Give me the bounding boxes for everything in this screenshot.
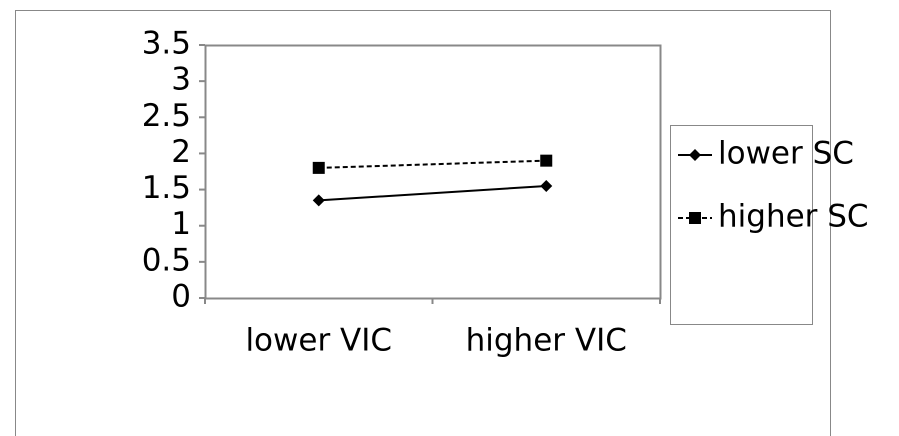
- legend-marker: [689, 212, 701, 224]
- y-tick-label: 0.5: [142, 242, 191, 278]
- marker: [312, 161, 325, 174]
- series-line: [318, 184, 547, 202]
- marker: [312, 194, 325, 207]
- legend-label: lower SC: [718, 136, 854, 172]
- y-tick-label: 3.5: [142, 26, 191, 62]
- y-tick-label: 2: [171, 134, 191, 170]
- y-tick-label: 2.5: [142, 98, 191, 134]
- chart-frame: [15, 10, 831, 436]
- y-tick-label: 1: [171, 206, 191, 242]
- series-line: [318, 159, 547, 169]
- legend-label: higher SC: [718, 199, 869, 235]
- marker: [540, 179, 553, 192]
- legend-marker: [689, 149, 701, 161]
- y-tick-label: 3: [171, 62, 191, 98]
- plot-area: [204, 44, 662, 300]
- x-tick-label: higher VIC: [466, 323, 627, 359]
- marker: [540, 154, 553, 167]
- y-tick-label: 0: [171, 279, 191, 315]
- x-tick-label: lower VIC: [245, 323, 392, 359]
- y-tick-label: 1.5: [142, 170, 191, 206]
